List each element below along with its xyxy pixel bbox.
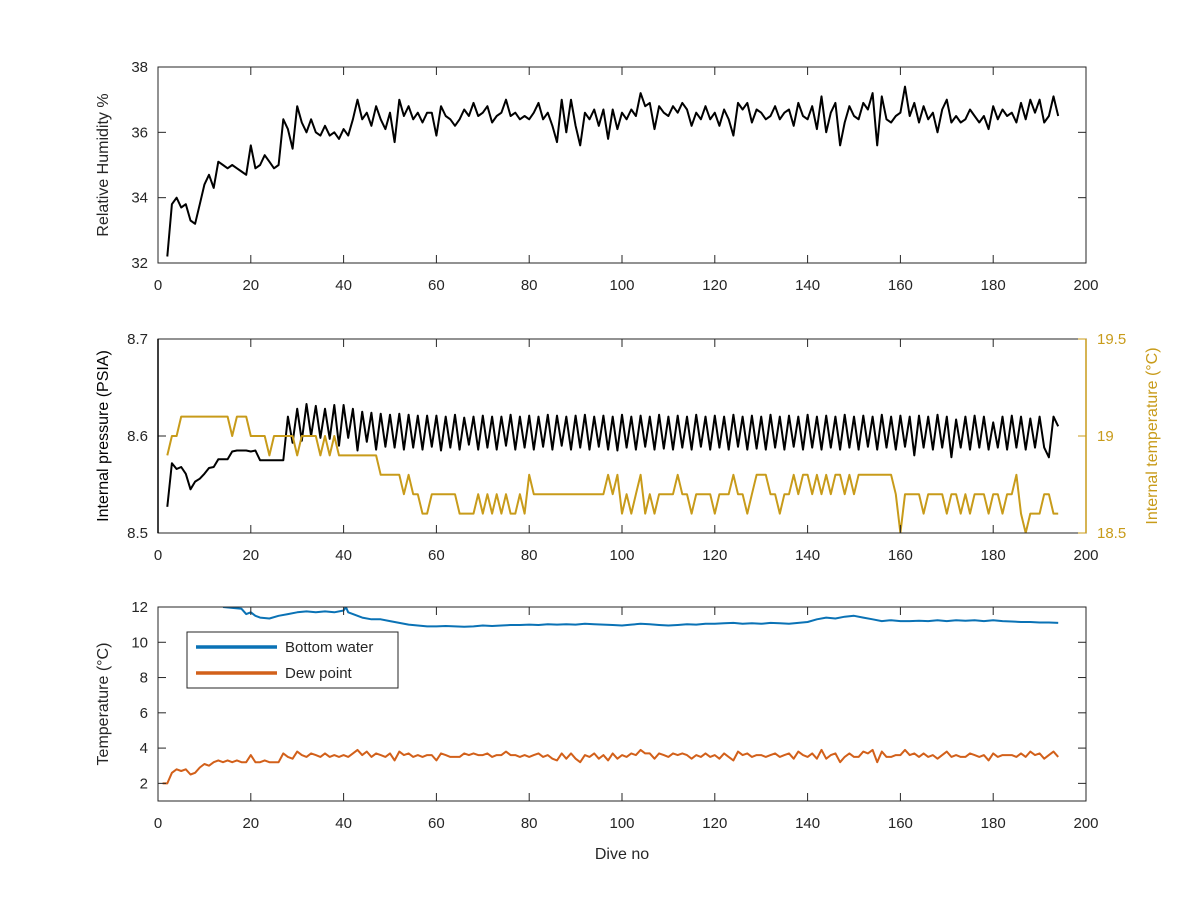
data-series-line xyxy=(166,85,1060,257)
y2-tick-label: 19.5 xyxy=(1097,331,1126,348)
y-axis-label: Internal pressure (PSIA) xyxy=(95,350,112,522)
legend: Bottom water Dew point xyxy=(186,631,399,689)
y-tick-label: 38 xyxy=(131,59,148,76)
x-tick-label: 160 xyxy=(888,547,913,564)
x-tick-label: 140 xyxy=(795,547,820,564)
y-tick-label: 8.5 xyxy=(127,525,148,542)
legend-label-bottom-water: Bottom water xyxy=(285,639,373,656)
y-tick-label: 8.6 xyxy=(127,428,148,445)
x-tick-label: 120 xyxy=(702,547,727,564)
y-tick-label: 10 xyxy=(131,634,148,651)
subplot-1: 0 20 40 60 80 100 120 140 160 180 200 32 34 36 38 Relat… xyxy=(95,59,1099,294)
x-tick-label: 120 xyxy=(702,277,727,294)
plot-area xyxy=(166,85,1060,257)
subplot-2: 0 20 40 60 80 100 120 140 160 180 200 8.5 8.6 8.7 18.5… xyxy=(95,331,1161,564)
plot-area xyxy=(166,403,1060,533)
x-tick-label: 80 xyxy=(521,547,538,564)
internal-pressure-series-line xyxy=(166,403,1060,507)
y-tick-label: 8 xyxy=(140,670,148,687)
legend-label-dew-point: Dew point xyxy=(285,665,353,682)
x-tick-label: 20 xyxy=(242,277,259,294)
x-tick-label: 160 xyxy=(888,277,913,294)
x-tick-label: 0 xyxy=(154,547,162,564)
x-tick-label: 180 xyxy=(981,547,1006,564)
legend-box xyxy=(186,631,399,689)
y2-axis-label: Internal temperature (°C) xyxy=(1144,347,1161,524)
x-tick-label: 200 xyxy=(1073,277,1098,294)
x-tick-label: 40 xyxy=(335,277,352,294)
y-tick-label: 2 xyxy=(140,775,148,792)
x-tick-label: 40 xyxy=(335,815,352,832)
y-axis-label: Temperature (°C) xyxy=(95,643,112,766)
x-tick-label: 200 xyxy=(1073,815,1098,832)
x-tick-label: 60 xyxy=(428,547,445,564)
y-tick-label: 36 xyxy=(131,124,148,141)
x-tick-label: 0 xyxy=(154,815,162,832)
x-tick-label: 160 xyxy=(888,815,913,832)
dew-point-series-line xyxy=(162,748,1059,785)
axes-box xyxy=(157,66,1087,264)
x-tick-label: 200 xyxy=(1073,547,1098,564)
x-tick-label: 100 xyxy=(609,547,634,564)
x-tick-label: 20 xyxy=(242,547,259,564)
y2-tick-label: 19 xyxy=(1097,428,1114,445)
x-tick-label: 60 xyxy=(428,277,445,294)
y-tick-label: 4 xyxy=(140,740,148,757)
subplot-3: 0 20 40 60 80 100 120 140 160 180 200 2 4 6 8 10 12 Tempe… xyxy=(95,599,1099,863)
y-tick-label: 12 xyxy=(131,599,148,616)
y-tick-label: 8.7 xyxy=(127,331,148,348)
plot-area xyxy=(162,607,1059,785)
x-tick-label: 180 xyxy=(981,815,1006,832)
x-tick-label: 140 xyxy=(795,815,820,832)
axes-box xyxy=(157,338,1087,534)
x-tick-label: 100 xyxy=(609,277,634,294)
x-tick-label: 100 xyxy=(609,815,634,832)
x-tick-label: 0 xyxy=(154,277,162,294)
x-tick-label: 80 xyxy=(521,815,538,832)
x-tick-label: 120 xyxy=(702,815,727,832)
x-tick-label: 20 xyxy=(242,815,259,832)
x-tick-label: 80 xyxy=(521,277,538,294)
y-axis-label: Relative Humidity % xyxy=(95,93,112,236)
y-tick-label: 32 xyxy=(131,255,148,272)
x-axis-label: Dive no xyxy=(595,846,649,863)
internal-temperature-series-line xyxy=(166,415,1059,533)
x-tick-label: 60 xyxy=(428,815,445,832)
y-tick-label: 6 xyxy=(140,705,148,722)
bottom-water-series-line xyxy=(222,607,1059,628)
y-tick-label: 34 xyxy=(131,190,148,207)
x-tick-label: 40 xyxy=(335,547,352,564)
x-tick-label: 140 xyxy=(795,277,820,294)
x-tick-label: 180 xyxy=(981,277,1006,294)
y2-tick-label: 18.5 xyxy=(1097,525,1126,542)
